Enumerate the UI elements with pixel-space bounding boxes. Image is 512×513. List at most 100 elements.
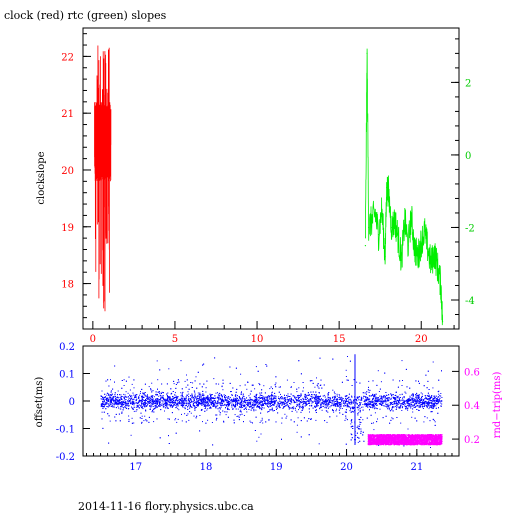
rtc-slope-point (437, 267, 438, 268)
offset-point (286, 403, 287, 404)
offset-point (411, 417, 412, 418)
offset-point (133, 379, 134, 380)
offset-point (373, 380, 374, 381)
offset-point (299, 404, 300, 405)
offset-point (216, 393, 217, 394)
offset-point (140, 417, 141, 418)
offset-point (149, 397, 150, 398)
offset-point (147, 396, 148, 397)
offset-point (259, 383, 260, 384)
offset-point (352, 402, 353, 403)
offset-point (284, 404, 285, 405)
offset-point (127, 397, 128, 398)
offset-point (416, 395, 417, 396)
offset-point (340, 404, 341, 405)
rtc-slope-point (365, 245, 366, 246)
offset-point (217, 392, 218, 393)
offset-point (339, 399, 340, 400)
offset-point (109, 405, 110, 406)
offset-point (280, 386, 281, 387)
offset-point (125, 394, 126, 395)
offset-point (206, 405, 207, 406)
offset-point (346, 370, 347, 371)
offset-point (121, 413, 122, 414)
offset-point (346, 401, 347, 402)
offset-point (346, 412, 347, 413)
offset-point (256, 395, 257, 396)
offset-point (322, 410, 323, 411)
offset-point (282, 404, 283, 405)
offset-point (277, 412, 278, 413)
offset-point (298, 417, 299, 418)
offset-point (107, 398, 108, 399)
offset-point (418, 403, 419, 404)
offset-point (101, 395, 102, 396)
offset-point (188, 398, 189, 399)
offset-point (147, 404, 148, 405)
offset-point (362, 407, 363, 408)
offset-point (175, 407, 176, 408)
offset-point (161, 405, 162, 406)
offset-point (435, 421, 436, 422)
offset-point (256, 403, 257, 404)
offset-point (193, 397, 194, 398)
offset-point (237, 398, 238, 399)
offset-point (218, 399, 219, 400)
offset-point (316, 394, 317, 395)
offset-point (344, 403, 345, 404)
offset-point (207, 408, 208, 409)
offset-point (145, 392, 146, 393)
offset-point (175, 397, 176, 398)
offset-point (375, 412, 376, 413)
offset-point (133, 403, 134, 404)
offset-point (419, 403, 420, 404)
y-tick-label: 0 (69, 397, 75, 408)
offset-point (288, 401, 289, 402)
offset-point (205, 407, 206, 408)
offset-point (141, 400, 142, 401)
offset-point (149, 401, 150, 402)
offset-point (297, 432, 298, 433)
offset-point (247, 405, 248, 406)
offset-point (175, 392, 176, 393)
offset-point (239, 417, 240, 418)
rtc-slope-point (411, 216, 412, 217)
offset-point (110, 404, 111, 405)
offset-point (430, 397, 431, 398)
offset-point (388, 400, 389, 401)
offset-point (279, 403, 280, 404)
offset-point (288, 406, 289, 407)
offset-point (418, 401, 419, 402)
offset-point (163, 392, 164, 393)
offset-point (296, 402, 297, 403)
offset-point (319, 443, 320, 444)
offset-point (196, 407, 197, 408)
offset-point (427, 417, 428, 418)
offset-point (429, 389, 430, 390)
offset-point (185, 398, 186, 399)
offset-point (295, 410, 296, 411)
offset-point (208, 399, 209, 400)
offset-point (318, 386, 319, 387)
offset-point (299, 400, 300, 401)
offset-point (192, 382, 193, 383)
offset-point (329, 406, 330, 407)
offset-point (240, 399, 241, 400)
offset-point (167, 395, 168, 396)
offset-point (241, 405, 242, 406)
offset-point (234, 420, 235, 421)
offset-point (359, 426, 360, 427)
offset-point (425, 375, 426, 376)
offset-point (396, 409, 397, 410)
offset-point (187, 379, 188, 380)
offset-point (345, 398, 346, 399)
offset-point (254, 401, 255, 402)
offset-point (157, 402, 158, 403)
offset-point (188, 405, 189, 406)
offset-point (215, 403, 216, 404)
offset-point (410, 405, 411, 406)
offset-point (122, 403, 123, 404)
offset-point (144, 394, 145, 395)
offset-point (281, 396, 282, 397)
offset-point (166, 403, 167, 404)
